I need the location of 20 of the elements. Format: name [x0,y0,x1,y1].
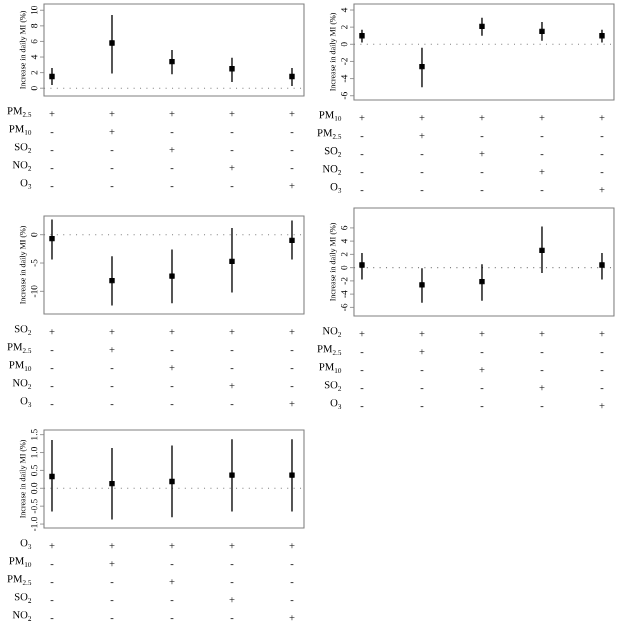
point [599,33,605,39]
point [289,73,295,80]
point [109,40,115,46]
point [359,262,365,268]
point [359,33,365,39]
point [49,73,55,80]
point [229,258,235,264]
point [229,66,235,72]
point [479,278,485,285]
point [169,59,175,65]
point [479,23,485,29]
point [109,277,115,284]
point [419,282,425,288]
point [49,235,55,242]
point [289,237,295,244]
point [169,273,175,279]
point [539,247,545,254]
point [599,262,605,268]
point [419,63,425,70]
point [539,28,545,35]
